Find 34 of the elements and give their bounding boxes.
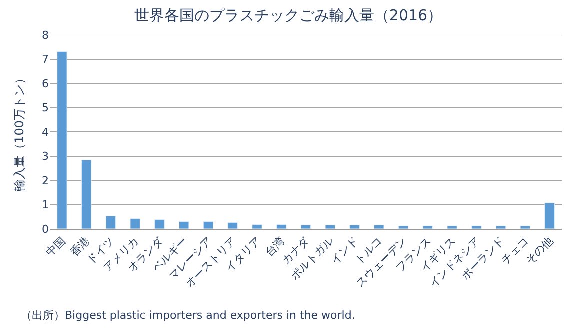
bar xyxy=(520,226,531,229)
bar xyxy=(154,220,165,229)
y-tick-label: 3 xyxy=(42,150,49,164)
y-tick-label: 6 xyxy=(42,77,49,90)
bar xyxy=(544,202,555,229)
bar xyxy=(422,226,434,229)
y-axis-title: 輸入量（100万トン） xyxy=(12,72,26,192)
bar xyxy=(496,226,506,229)
bar xyxy=(325,224,336,229)
text: （出所）Biggest plastic importers and exporters in the world. xyxy=(21,309,356,322)
x-tick-label: 中国 xyxy=(43,234,68,260)
chart-title: 世界各国のプラスチックごみ輸入量（2016） xyxy=(134,6,443,24)
y-tick-label: 8 xyxy=(42,28,49,42)
bar xyxy=(203,221,214,229)
y-tick-label: 5 xyxy=(42,102,49,115)
bar xyxy=(57,51,68,229)
bar xyxy=(350,224,360,229)
bar xyxy=(252,224,262,229)
bar xyxy=(130,218,140,229)
bar xyxy=(398,226,409,229)
bar xyxy=(178,221,190,229)
bar xyxy=(300,224,312,229)
bar xyxy=(472,226,482,229)
bar xyxy=(81,160,92,229)
y-tick-label: 0 xyxy=(42,222,49,236)
y-tick-label: 2 xyxy=(42,174,49,188)
bar xyxy=(106,216,116,229)
bar xyxy=(228,222,238,229)
bar xyxy=(276,224,287,229)
y-tick-label: 1 xyxy=(42,198,49,212)
bar xyxy=(447,226,458,229)
y-tick-label: 4 xyxy=(42,126,49,139)
y-tick-label: 7 xyxy=(42,53,49,66)
bar xyxy=(374,224,384,229)
